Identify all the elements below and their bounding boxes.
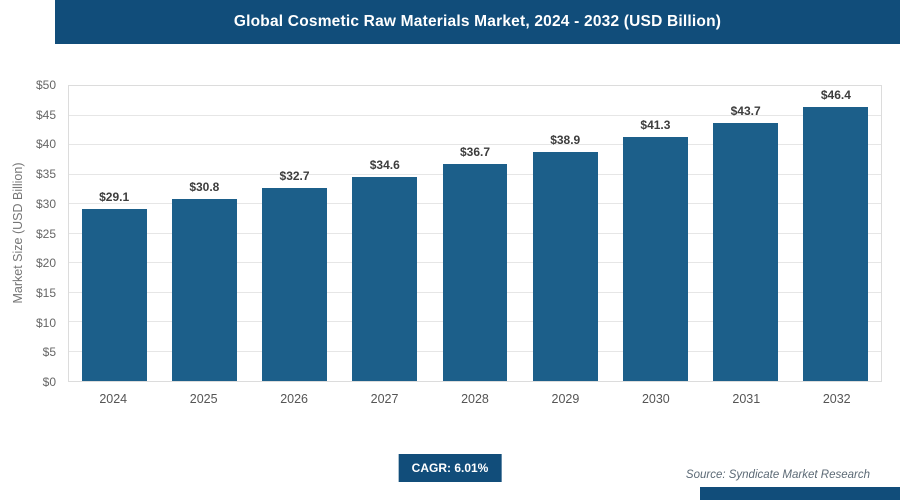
bar-value-label: $30.8 bbox=[189, 180, 220, 195]
bar-2024 bbox=[81, 209, 147, 381]
bar-2025 bbox=[171, 199, 237, 381]
x-axis-label: 2032 bbox=[822, 392, 851, 406]
x-axis-label: 2031 bbox=[732, 392, 761, 406]
y-axis-tick-label: $10 bbox=[35, 315, 56, 330]
bar-slot-2025: $30.8 bbox=[159, 86, 249, 381]
bar-2028 bbox=[442, 164, 508, 381]
cagr-badge: CAGR: 6.01% bbox=[398, 454, 502, 482]
bar-slot-2032: $46.4 bbox=[791, 86, 881, 381]
y-axis-tick-label: $0 bbox=[42, 375, 56, 389]
bar-slot-2030: $41.3 bbox=[610, 86, 700, 381]
y-axis-tick-label: $40 bbox=[35, 137, 56, 152]
bar-value-label: $36.7 bbox=[459, 145, 490, 160]
bar-value-label: $46.4 bbox=[820, 88, 851, 103]
y-axis-tick-label: $50 bbox=[35, 78, 56, 92]
bar-value-label: $29.1 bbox=[99, 190, 130, 205]
gridline bbox=[69, 144, 881, 145]
bar-value-label: $41.3 bbox=[640, 118, 671, 133]
x-axis-label: 2028 bbox=[461, 392, 489, 406]
bar-2026 bbox=[262, 188, 328, 381]
x-axis-label: 2026 bbox=[280, 392, 308, 406]
y-axis-tick-label: $20 bbox=[35, 256, 56, 271]
bar-slot-2031: $43.7 bbox=[701, 86, 791, 381]
y-axis-tick-label: $5 bbox=[42, 345, 56, 360]
x-axis-label: 2027 bbox=[370, 392, 399, 406]
bar-value-label: $32.7 bbox=[279, 169, 310, 184]
y-axis-tick-label: $45 bbox=[35, 107, 56, 122]
x-axis-labels: 2024 2025 2026 2027 2028 2029 2030 2031 2032 bbox=[68, 392, 882, 406]
bar-value-label: $38.9 bbox=[550, 132, 581, 147]
gridline bbox=[69, 114, 881, 116]
footer-accent-bar bbox=[700, 487, 900, 500]
y-axis-tick-label: $35 bbox=[35, 167, 56, 182]
x-axis-label: 2025 bbox=[189, 392, 218, 406]
bar-value-label: $43.7 bbox=[730, 104, 761, 119]
y-axis-tick-label: $30 bbox=[35, 196, 56, 211]
chart-title-bar: Global Cosmetic Raw Materials Market, 20… bbox=[55, 0, 900, 44]
chart-title: Global Cosmetic Raw Materials Market, 20… bbox=[233, 13, 722, 30]
bar-2027 bbox=[352, 176, 418, 381]
plot-area: $29.1 $30.8 $32.7 $34.6 $36.7 $38.9 $41.3 $43.7… bbox=[68, 85, 882, 382]
bars-group: $29.1 $30.8 $32.7 $34.6 $36.7 $38.9 $41.3 $43.7… bbox=[69, 86, 881, 381]
y-axis-tick-label: $25 bbox=[35, 226, 56, 241]
y-axis-tick-labels: $0 $5 $10 $15 $20 $25 $30 $35 $40 $45 $50 bbox=[0, 78, 62, 389]
bar-slot-2028: $36.7 bbox=[430, 86, 520, 381]
x-axis-label: 2029 bbox=[551, 392, 580, 406]
source-text: Source: Syndicate Market Research bbox=[685, 469, 870, 481]
y-axis-tick-label: $15 bbox=[35, 285, 56, 300]
bar-value-label: $34.6 bbox=[369, 157, 400, 172]
bar-2029 bbox=[532, 151, 598, 381]
bar-2030 bbox=[622, 137, 688, 381]
bar-slot-2026: $32.7 bbox=[249, 86, 339, 381]
x-axis-label: 2024 bbox=[99, 392, 128, 406]
bar-slot-2027: $34.6 bbox=[340, 86, 430, 381]
bar-slot-2029: $38.9 bbox=[520, 86, 610, 381]
bar-2032 bbox=[803, 107, 869, 381]
bar-slot-2024: $29.1 bbox=[69, 86, 159, 381]
bar-2031 bbox=[713, 123, 779, 381]
x-axis-label: 2030 bbox=[641, 392, 670, 406]
